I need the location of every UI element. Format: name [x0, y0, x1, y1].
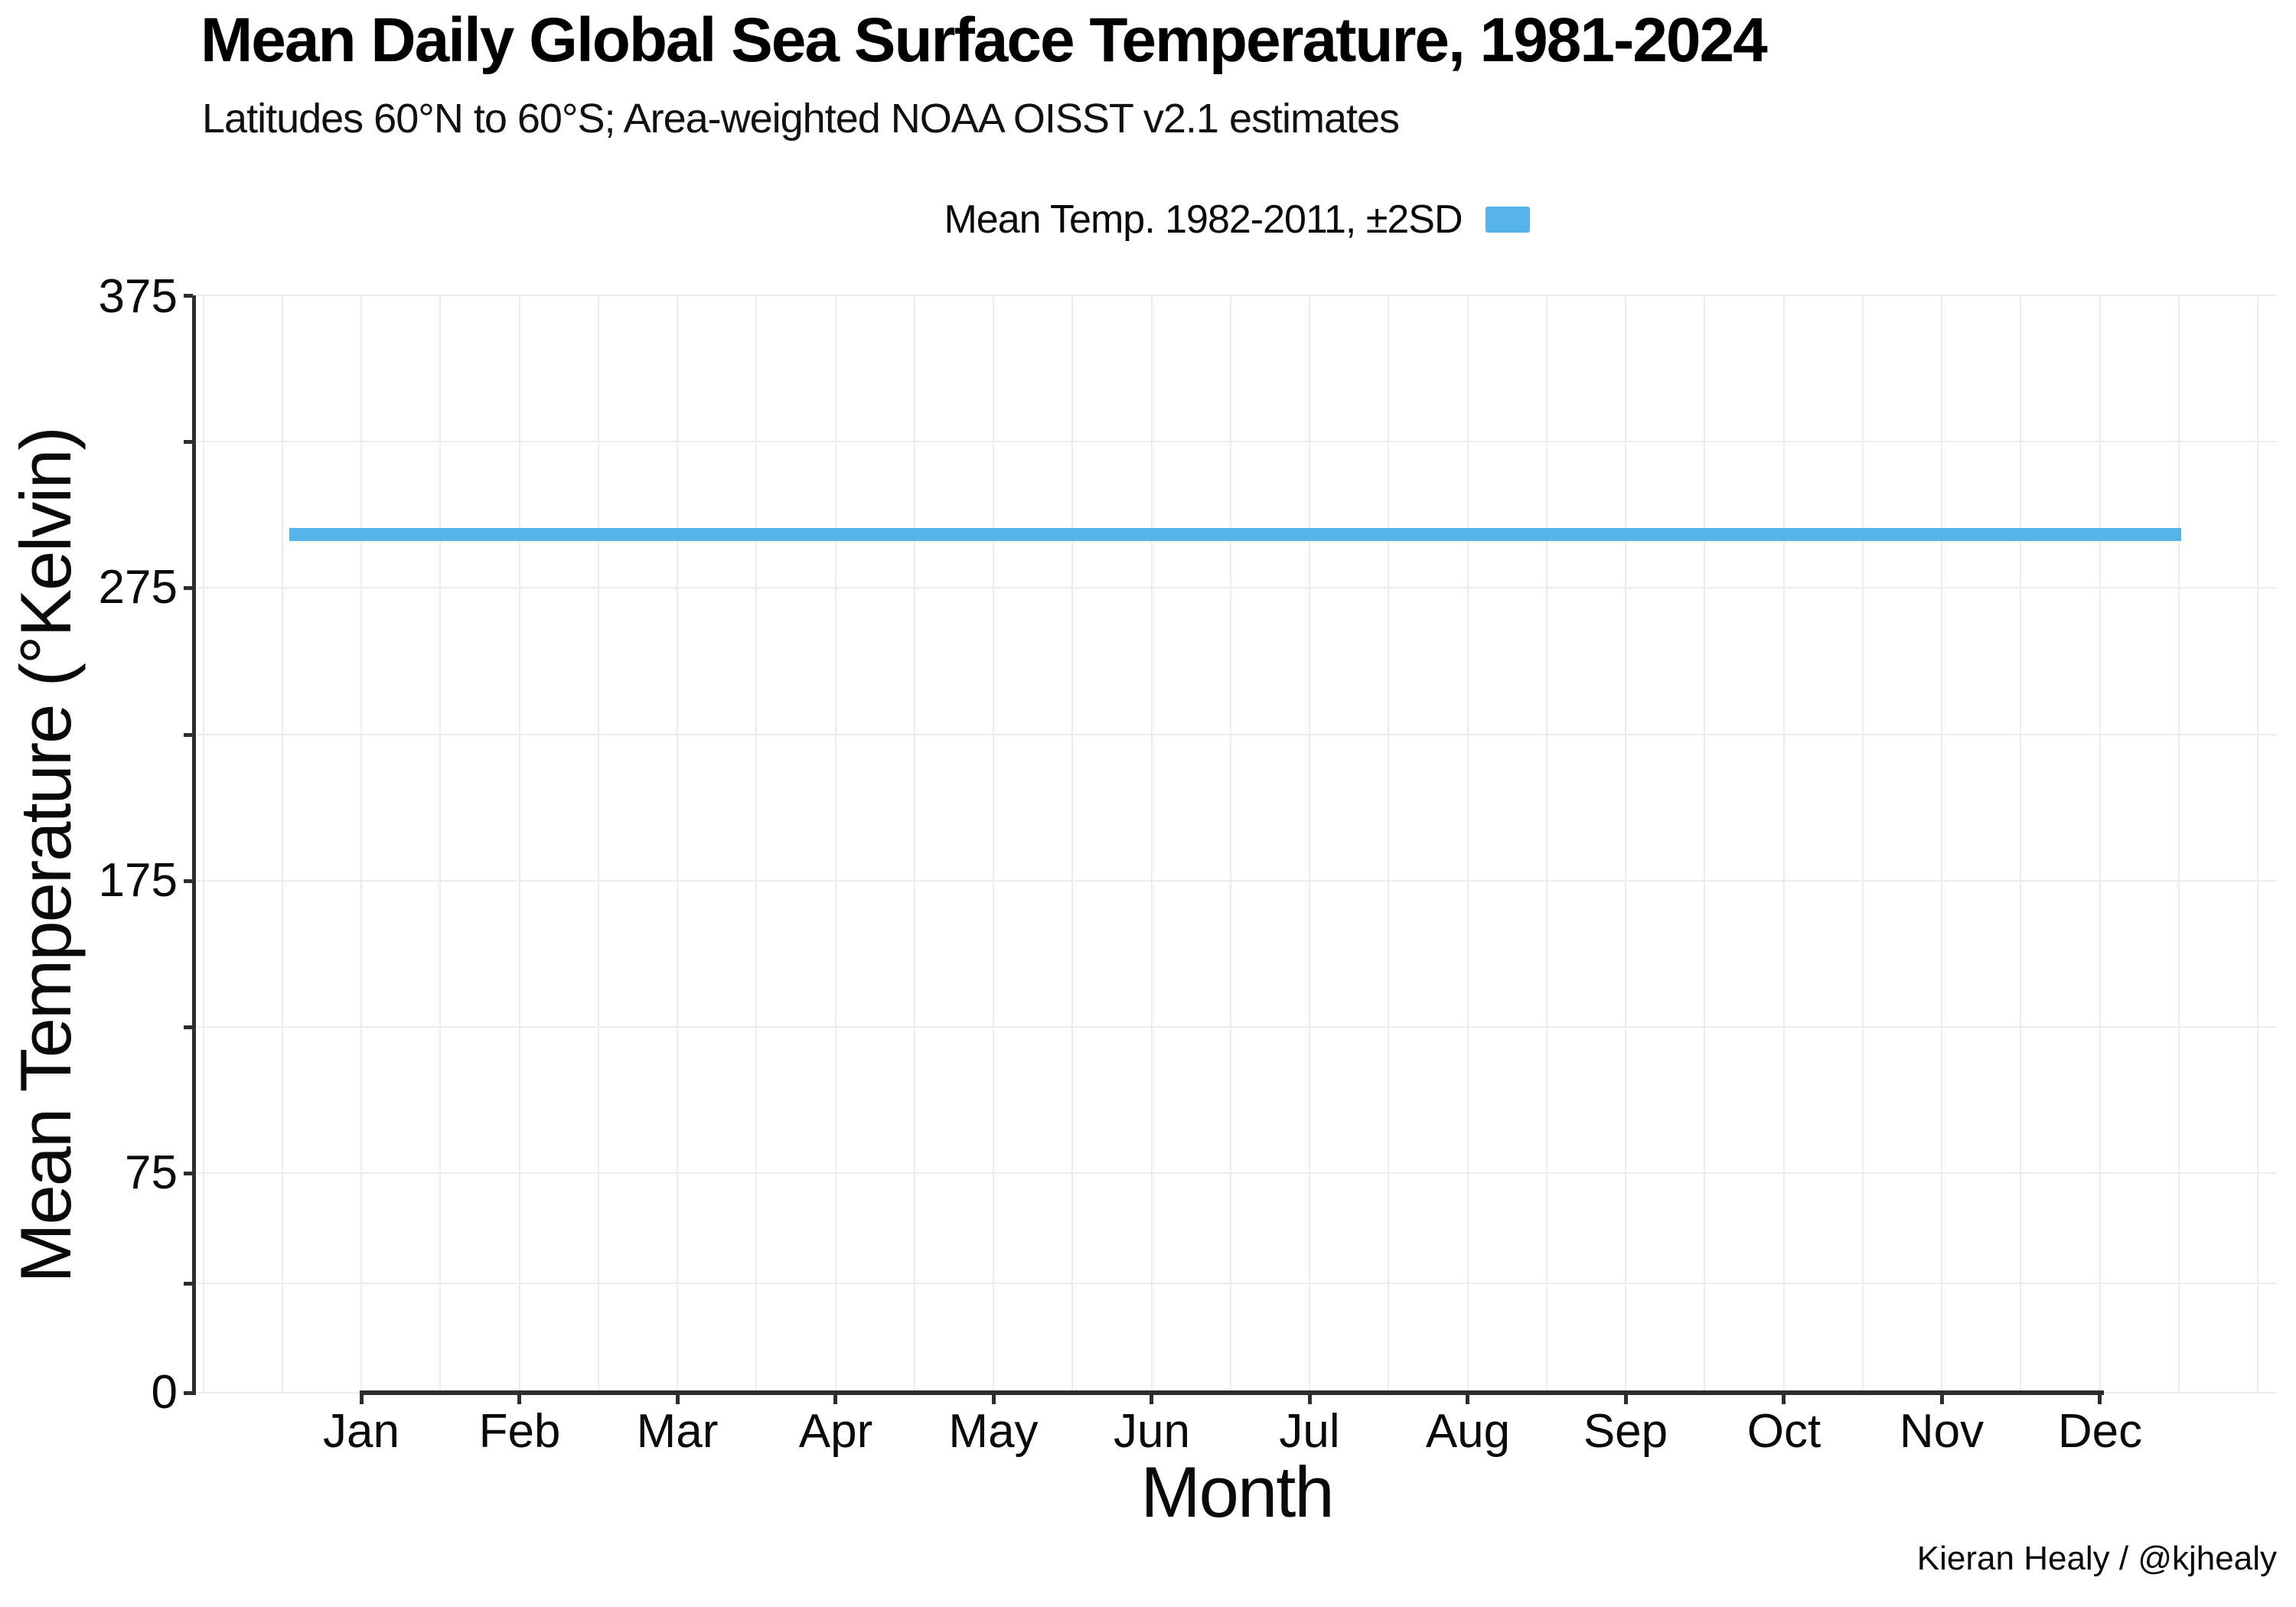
h-gridline [197, 295, 2277, 296]
x-tick-label-mar: Mar [636, 1405, 719, 1458]
v-gridline [1071, 295, 1074, 1393]
v-gridline [439, 295, 442, 1393]
h-gridline [197, 879, 2277, 882]
x-tick-label-oct: Oct [1746, 1405, 1821, 1458]
plot-panel [197, 295, 2277, 1393]
v-gridline [597, 295, 599, 1393]
v-gridline [1941, 295, 1942, 1393]
y-tick-label-275: 275 [98, 561, 178, 614]
y-tick-label-0: 0 [151, 1366, 178, 1419]
chart-title: Mean Daily Global Sea Surface Temperatur… [201, 5, 1768, 75]
x-axis-tick [1939, 1395, 1944, 1404]
h-gridline [197, 1026, 2277, 1028]
legend-swatch [1485, 207, 1530, 233]
x-axis-tick [1782, 1395, 1786, 1404]
x-tick-label-sep: Sep [1583, 1405, 1668, 1458]
v-gridline [993, 295, 994, 1393]
y-axis-tick [184, 1281, 193, 1286]
x-axis-tick [991, 1395, 996, 1404]
v-gridline [2177, 295, 2180, 1393]
v-gridline [1309, 295, 1310, 1393]
y-tick-label-375: 375 [98, 270, 178, 323]
x-tick-label-jul: Jul [1279, 1405, 1340, 1458]
h-gridline [197, 441, 2277, 443]
x-axis-tick [1307, 1395, 1312, 1404]
x-axis-tick [675, 1395, 680, 1404]
v-gridline [913, 295, 915, 1393]
y-axis-tick [184, 294, 193, 298]
v-gridline [518, 295, 520, 1393]
y-tick-label-175: 175 [98, 854, 178, 907]
x-axis-tick [1466, 1395, 1469, 1404]
v-gridline [1625, 295, 1626, 1393]
v-gridline [755, 295, 758, 1393]
legend: Mean Temp. 1982-2011, ±2SD [197, 193, 2277, 246]
x-axis-tick [1150, 1395, 1153, 1404]
x-tick-label-jun: Jun [1114, 1405, 1190, 1458]
x-tick-label-jan: Jan [323, 1405, 400, 1458]
y-axis-line [192, 295, 196, 1395]
mean-temp-ribbon [289, 528, 2181, 541]
y-axis-tick [184, 878, 193, 883]
x-axis-tick [359, 1395, 364, 1404]
x-axis-title: Month [1140, 1452, 1334, 1532]
x-tick-label-apr: Apr [798, 1405, 873, 1458]
x-axis-tick [2098, 1395, 2102, 1404]
x-axis-line [360, 1390, 2104, 1395]
y-axis-tick [184, 440, 193, 445]
x-tick-label-aug: Aug [1425, 1405, 1511, 1458]
y-tick-label-75: 75 [125, 1146, 178, 1199]
v-gridline [2099, 295, 2101, 1393]
h-gridline [197, 1282, 2277, 1284]
v-gridline [1545, 295, 1548, 1393]
x-axis-tick [833, 1395, 837, 1404]
v-gridline [1388, 295, 1390, 1393]
legend-label: Mean Temp. 1982-2011, ±2SD [944, 197, 1463, 242]
v-gridline [1704, 295, 1706, 1393]
x-tick-label-dec: Dec [2057, 1405, 2143, 1458]
v-gridline [202, 295, 204, 1393]
y-axis-title: Mean Temperature (°Kelvin) [5, 428, 86, 1283]
v-gridline [834, 295, 837, 1393]
v-gridline [1466, 295, 1469, 1393]
x-tick-label-may: May [948, 1405, 1039, 1458]
v-gridline [2020, 295, 2022, 1393]
v-gridline [1861, 295, 1864, 1393]
x-axis-tick [1623, 1395, 1628, 1404]
y-axis-tick [184, 1391, 193, 1395]
v-gridline [677, 295, 678, 1393]
y-axis-tick [184, 1025, 193, 1029]
v-gridline [281, 295, 283, 1393]
v-gridline [1229, 295, 1231, 1393]
v-gridline [1150, 295, 1153, 1393]
x-tick-label-nov: Nov [1899, 1405, 1985, 1458]
y-axis-tick [184, 1172, 193, 1176]
x-axis-tick [517, 1395, 521, 1404]
chart-subtitle: Latitudes 60°N to 60°S; Area-weighted NO… [202, 96, 1400, 142]
y-axis-tick [184, 732, 193, 737]
h-gridline [197, 733, 2277, 735]
attribution: Kieran Healy / @kjhealy [1916, 1540, 2277, 1577]
v-gridline [1782, 295, 1785, 1393]
h-gridline [197, 587, 2277, 589]
v-gridline [360, 295, 362, 1393]
y-axis-tick [184, 586, 193, 591]
x-tick-label-feb: Feb [478, 1405, 561, 1458]
v-gridline [2257, 295, 2258, 1393]
h-gridline [197, 1172, 2277, 1175]
